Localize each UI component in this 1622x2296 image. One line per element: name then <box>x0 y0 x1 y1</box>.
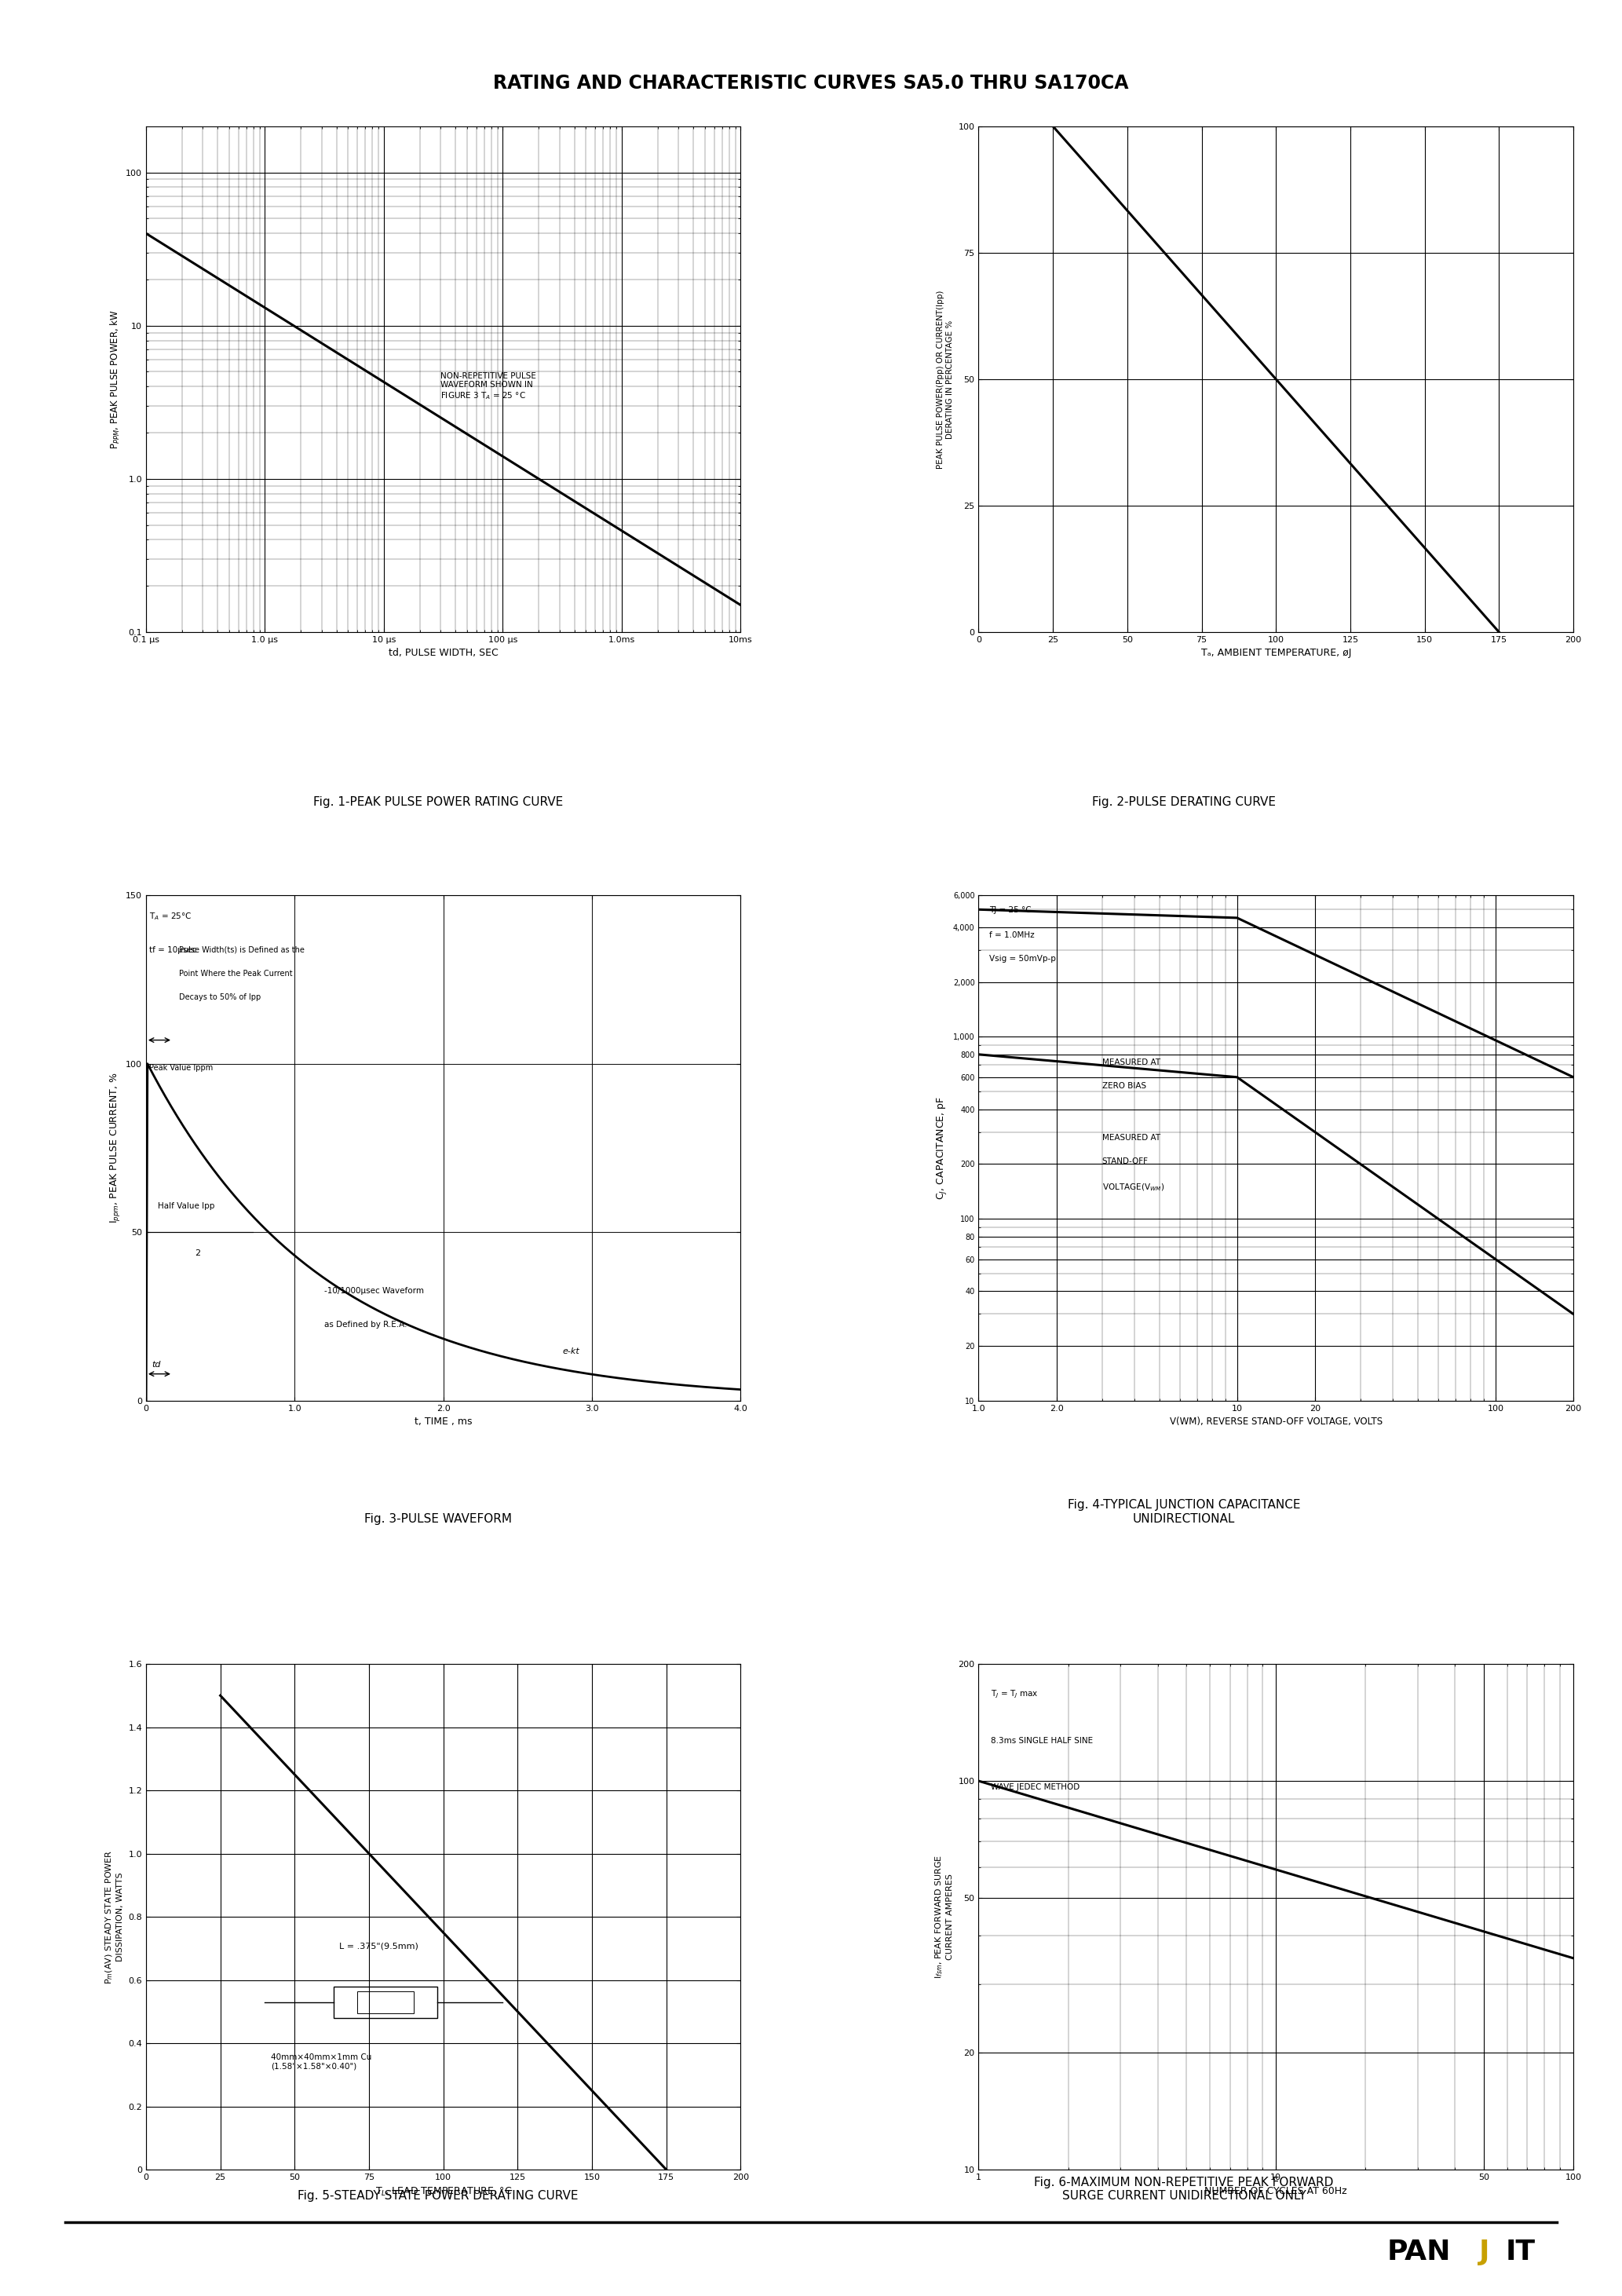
Text: NON-REPETITIVE PULSE
WAVEFORM SHOWN IN
FIGURE 3 T$_A$ = 25 °C: NON-REPETITIVE PULSE WAVEFORM SHOWN IN F… <box>441 372 537 402</box>
Text: RATING AND CHARACTERISTIC CURVES SA5.0 THRU SA170CA: RATING AND CHARACTERISTIC CURVES SA5.0 T… <box>493 73 1129 92</box>
Text: Vsig = 50mVp-p: Vsig = 50mVp-p <box>989 955 1056 962</box>
Text: T$_A$ = 25°C: T$_A$ = 25°C <box>149 912 191 921</box>
Y-axis label: I$_{ppm}$, PEAK PULSE CURRENT, %: I$_{ppm}$, PEAK PULSE CURRENT, % <box>109 1072 122 1224</box>
Y-axis label: P$_{PPM}$, PEAK PULSE POWER, kW: P$_{PPM}$, PEAK PULSE POWER, kW <box>109 310 122 450</box>
Text: STAND-OFF: STAND-OFF <box>1101 1157 1148 1166</box>
Text: Fig. 4-TYPICAL JUNCTION CAPACITANCE
UNIDIRECTIONAL: Fig. 4-TYPICAL JUNCTION CAPACITANCE UNID… <box>1067 1499 1301 1525</box>
Text: as Defined by R.E.A.: as Defined by R.E.A. <box>324 1320 407 1329</box>
Text: -10/1000μsec Waveform: -10/1000μsec Waveform <box>324 1286 423 1295</box>
Text: MEASURED AT: MEASURED AT <box>1101 1058 1160 1068</box>
Text: Fig. 2-PULSE DERATING CURVE: Fig. 2-PULSE DERATING CURVE <box>1092 797 1277 808</box>
Text: td: td <box>152 1362 161 1368</box>
Y-axis label: PEAK PULSE POWER(Ppp) OR CURRENT(Ipp)
DERATING IN PERCENTAGE %: PEAK PULSE POWER(Ppp) OR CURRENT(Ipp) DE… <box>938 289 954 468</box>
Text: PAN: PAN <box>1387 2239 1450 2266</box>
Text: WAVE JEDEC METHOD: WAVE JEDEC METHOD <box>991 1784 1080 1791</box>
Text: Fig. 3-PULSE WAVEFORM: Fig. 3-PULSE WAVEFORM <box>365 1513 511 1525</box>
X-axis label: T$_L$, LEAD TEMPERATURE, °C: T$_L$, LEAD TEMPERATURE, °C <box>375 2186 513 2197</box>
Text: Point Where the Peak Current: Point Where the Peak Current <box>178 969 292 978</box>
Y-axis label: P$_m$(AV) STEADY STATE POWER
DISSIPATION, WATTS: P$_m$(AV) STEADY STATE POWER DISSIPATION… <box>104 1851 123 1984</box>
Bar <box>357 1991 414 2014</box>
X-axis label: NUMBER OF CYCLES AT 60Hz: NUMBER OF CYCLES AT 60Hz <box>1205 2186 1348 2195</box>
Text: Pulse Width(ts) is Defined as the: Pulse Width(ts) is Defined as the <box>178 946 305 955</box>
Text: Fig. 5-STEADY STATE POWER DERATING CURVE: Fig. 5-STEADY STATE POWER DERATING CURVE <box>297 2190 579 2202</box>
X-axis label: Tₐ, AMBIENT TEMPERATURE, øJ: Tₐ, AMBIENT TEMPERATURE, øJ <box>1200 647 1351 659</box>
Text: T$_J$ = T$_J$ max: T$_J$ = T$_J$ max <box>991 1690 1038 1699</box>
Y-axis label: I$_{fsm}$, PEAK FORWARD SURGE
CURRENT AMPERES: I$_{fsm}$, PEAK FORWARD SURGE CURRENT AM… <box>934 1855 954 1979</box>
Text: TJ = 25 °C: TJ = 25 °C <box>989 907 1032 914</box>
Bar <box>334 1986 438 2018</box>
Text: ZERO BIAS: ZERO BIAS <box>1101 1081 1147 1091</box>
Text: J: J <box>1479 2239 1491 2266</box>
Text: IT: IT <box>1505 2239 1534 2266</box>
Text: Half Value Ipp: Half Value Ipp <box>157 1203 214 1210</box>
Text: e-kt: e-kt <box>563 1348 579 1355</box>
Y-axis label: C$_J$, CAPACITANCE, pF: C$_J$, CAPACITANCE, pF <box>936 1095 949 1201</box>
X-axis label: td, PULSE WIDTH, SEC: td, PULSE WIDTH, SEC <box>389 647 498 659</box>
Text: Peak Value Ippm: Peak Value Ippm <box>149 1063 212 1072</box>
Text: 8.3ms SINGLE HALF SINE: 8.3ms SINGLE HALF SINE <box>991 1738 1093 1745</box>
Text: tf = 10μsec: tf = 10μsec <box>149 946 196 955</box>
Text: L = .375"(9.5mm): L = .375"(9.5mm) <box>339 1942 418 1949</box>
Text: Fig. 1-PEAK PULSE POWER RATING CURVE: Fig. 1-PEAK PULSE POWER RATING CURVE <box>313 797 563 808</box>
Text: f = 1.0MHz: f = 1.0MHz <box>989 932 1035 939</box>
Text: Fig. 6-MAXIMUM NON-REPETITIVE PEAK FORWARD
SURGE CURRENT UNIDIRECTIONAL ONLY: Fig. 6-MAXIMUM NON-REPETITIVE PEAK FORWA… <box>1035 2177 1333 2202</box>
Text: 2: 2 <box>195 1249 201 1258</box>
X-axis label: V(WM), REVERSE STAND-OFF VOLTAGE, VOLTS: V(WM), REVERSE STAND-OFF VOLTAGE, VOLTS <box>1169 1417 1382 1428</box>
Text: MEASURED AT: MEASURED AT <box>1101 1134 1160 1141</box>
X-axis label: t, TIME , ms: t, TIME , ms <box>415 1417 472 1428</box>
Text: 40mm×40mm×1mm Cu
(1.58"×1.58"×0.40"): 40mm×40mm×1mm Cu (1.58"×1.58"×0.40") <box>271 2053 371 2071</box>
Text: Decays to 50% of Ipp: Decays to 50% of Ipp <box>178 994 261 1001</box>
Text: VOLTAGE(V$_{WM}$): VOLTAGE(V$_{WM}$) <box>1101 1182 1165 1192</box>
